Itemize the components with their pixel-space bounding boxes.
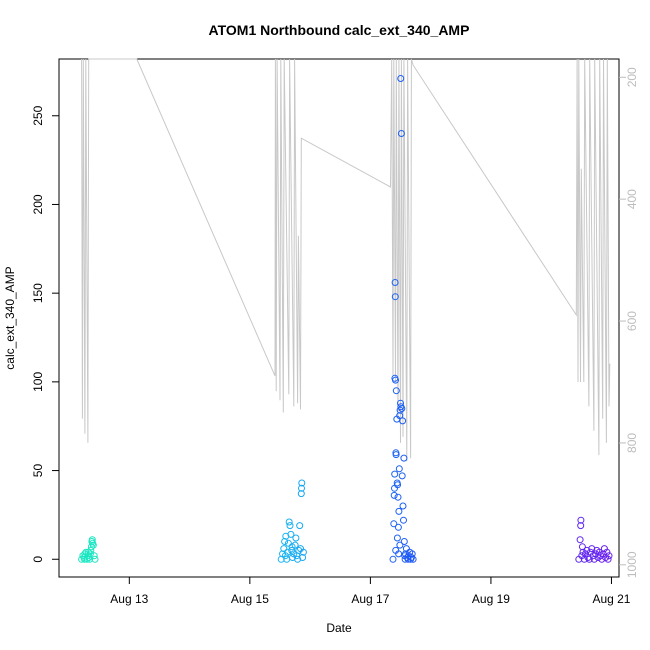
data-point <box>399 417 407 425</box>
y2-tick-label: 800 <box>625 433 639 453</box>
data-point <box>299 548 307 556</box>
data-point <box>407 554 415 561</box>
y2-tick-label: 200 <box>625 67 639 87</box>
data-point <box>399 502 407 510</box>
y-tick-label: 100 <box>31 372 45 392</box>
data-point <box>400 538 408 545</box>
secondary-y-axis: 200 400 600 800 1000 <box>619 67 639 578</box>
data-point <box>393 534 401 542</box>
data-point <box>392 376 399 384</box>
data-point <box>395 550 403 558</box>
data-point <box>603 548 611 556</box>
data-point <box>394 523 402 531</box>
data-point <box>298 484 305 492</box>
data-point <box>604 555 612 563</box>
data-point <box>396 541 404 549</box>
x-tick-label: Aug 21 <box>592 592 630 606</box>
y-axis-label: calc_ext_340_AMP <box>3 266 17 369</box>
secondary-series-line <box>81 58 611 462</box>
data-point <box>83 555 91 563</box>
data-point <box>595 548 603 556</box>
data-point <box>389 555 397 563</box>
data-point <box>285 518 293 526</box>
data-point <box>398 405 406 412</box>
data-point <box>296 522 304 530</box>
data-point <box>390 520 398 528</box>
data-point <box>578 543 586 551</box>
y-tick-label: 150 <box>31 283 45 303</box>
data-point <box>397 75 405 82</box>
data-point <box>400 516 407 524</box>
data-point <box>577 516 585 524</box>
data-point <box>390 491 398 499</box>
data-point <box>394 493 402 501</box>
data-point <box>392 451 400 459</box>
secondary-line-layer <box>81 58 611 462</box>
data-point <box>299 554 307 561</box>
x-axis: Aug 13 Aug 15 Aug 17 Aug 19 Aug 21 <box>110 577 631 606</box>
data-point <box>82 548 90 556</box>
data-point <box>400 454 408 462</box>
y-axis: 0 50 100 150 200 250 <box>31 105 59 563</box>
x-tick-label: Aug 13 <box>110 592 148 606</box>
data-point <box>298 479 306 487</box>
data-point <box>409 555 417 563</box>
y2-tick-label: 600 <box>625 311 639 331</box>
data-point <box>391 293 399 301</box>
y-tick-label: 50 <box>31 464 45 478</box>
x-tick-label: Aug 19 <box>472 592 510 606</box>
data-point <box>84 548 92 556</box>
data-point <box>91 555 99 563</box>
data-point <box>295 546 303 554</box>
data-point <box>394 481 402 489</box>
data-point <box>292 534 300 542</box>
data-point <box>90 552 98 560</box>
data-point <box>392 387 400 395</box>
data-point <box>86 555 94 563</box>
data-point <box>281 538 289 545</box>
plot-area-border <box>58 58 620 578</box>
data-point <box>81 555 88 563</box>
data-point <box>396 406 404 414</box>
chart-title: ATOM1 Northbound calc_ext_340_AMP <box>209 22 470 38</box>
y2-tick-label: 1000 <box>625 551 639 578</box>
data-point <box>585 555 593 563</box>
data-point <box>281 552 289 560</box>
data-point <box>395 507 403 515</box>
data-point <box>605 552 613 560</box>
x-axis-label: Date <box>326 621 352 635</box>
data-point <box>87 543 95 551</box>
data-point <box>284 539 292 547</box>
x-tick-label: Aug 17 <box>351 592 389 606</box>
data-point <box>286 522 294 530</box>
data-point <box>288 543 296 551</box>
data-point <box>288 546 296 554</box>
points-layer <box>78 75 613 563</box>
data-point <box>284 548 291 556</box>
y-tick-label: 0 <box>31 556 45 563</box>
data-point <box>391 470 399 478</box>
data-point <box>86 550 94 558</box>
data-point <box>398 472 406 480</box>
data-point <box>89 541 97 549</box>
data-point <box>391 279 399 286</box>
data-point <box>395 465 403 473</box>
x-tick-label: Aug 15 <box>231 592 269 606</box>
data-point <box>404 555 412 563</box>
y-tick-label: 250 <box>31 105 45 125</box>
data-point <box>397 130 405 137</box>
data-point <box>280 545 288 553</box>
y2-tick-label: 400 <box>625 189 639 209</box>
data-point <box>282 532 290 540</box>
data-point <box>396 412 404 420</box>
data-point <box>297 490 305 498</box>
y-tick-label: 200 <box>31 194 45 214</box>
data-point <box>402 550 409 558</box>
data-point <box>577 522 585 530</box>
data-point <box>576 536 584 544</box>
